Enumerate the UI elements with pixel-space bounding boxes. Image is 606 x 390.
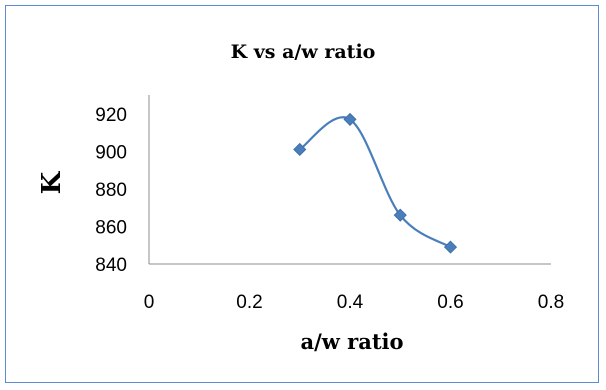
y-tick-label: 880 xyxy=(95,180,127,201)
y-tick-label: 920 xyxy=(95,105,127,126)
data-point-marker xyxy=(343,112,357,126)
data-point-marker xyxy=(393,208,407,222)
data-point-marker xyxy=(443,240,458,254)
series-line xyxy=(299,116,452,249)
x-tick-label: 0.4 xyxy=(337,292,364,313)
chart-frame xyxy=(5,5,599,383)
x-tick-label: 0.8 xyxy=(538,292,564,313)
chart-title: K vs a/w ratio xyxy=(231,41,376,63)
data-point-marker xyxy=(293,142,307,157)
x-tick-label: 0.6 xyxy=(437,292,463,313)
y-tick-label: 860 xyxy=(95,217,127,238)
x-axis-label: a/w ratio xyxy=(300,329,403,354)
y-tick-label: 840 xyxy=(95,255,127,276)
x-tick-label: 0 xyxy=(144,292,155,313)
y-tick-label: 900 xyxy=(95,142,127,163)
y-axis-label: K xyxy=(37,170,67,194)
x-tick-label: 0.2 xyxy=(236,292,262,313)
